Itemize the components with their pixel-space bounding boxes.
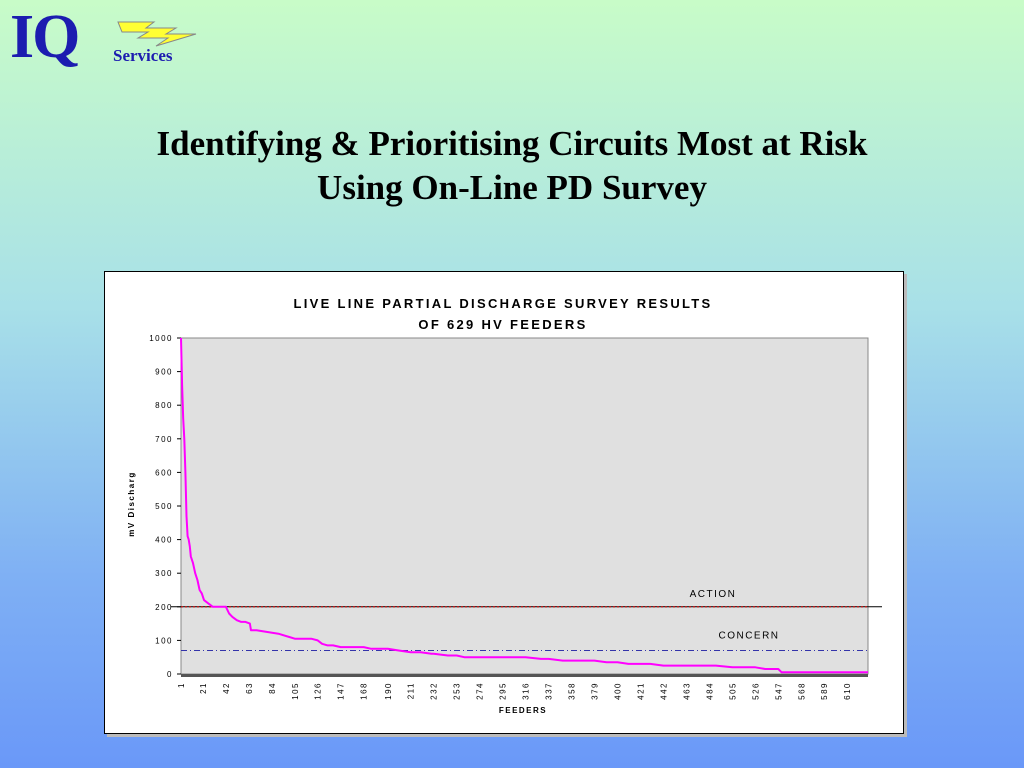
y-tick-label: 100 (155, 636, 173, 645)
x-tick-label: 484 (705, 682, 714, 700)
x-tick-label: 442 (659, 682, 668, 700)
slide-title-line-2: Using On-Line PD Survey (317, 168, 707, 207)
y-tick-label: 300 (155, 569, 173, 578)
concern-label: CONCERN (718, 630, 779, 641)
x-tick-label: 105 (291, 682, 300, 700)
x-tick-label: 505 (728, 682, 737, 700)
x-tick-label: 421 (636, 682, 645, 700)
y-axis-ticks: 0 100 200 300 400 500 600 700 800 900 1000 (149, 334, 181, 679)
x-tick-label: 168 (360, 682, 369, 700)
x-tick-label: 126 (314, 682, 323, 700)
reference-lines: ACTION CONCERN (171, 589, 882, 651)
pd-survey-chart: LIVE LINE PARTIAL DISCHARGE SURVEY RESUL… (127, 296, 882, 715)
x-tick-label: 526 (751, 682, 760, 700)
chart-frame: LIVE LINE PARTIAL DISCHARGE SURVEY RESUL… (104, 271, 904, 734)
x-tick-label: 337 (545, 682, 554, 700)
x-tick-label: 610 (843, 682, 852, 700)
pd-series-line (180, 337, 868, 674)
x-tick-label: 589 (820, 682, 829, 700)
x-tick-label: 253 (453, 682, 462, 700)
x-tick-label: 42 (222, 682, 231, 694)
y-tick-label: 500 (155, 502, 173, 511)
lightning-bolt-icon (117, 21, 197, 47)
x-tick-label: 463 (682, 682, 691, 700)
action-label: ACTION (690, 589, 737, 600)
y-axis-label: mV Discharg (127, 471, 136, 536)
y-tick-label: 900 (155, 368, 173, 377)
x-tick-label: 63 (245, 682, 254, 694)
x-tick-label: 400 (613, 682, 622, 700)
x-tick-label: 1 (177, 682, 186, 688)
y-tick-label: 700 (155, 435, 173, 444)
y-tick-label: 800 (155, 401, 173, 410)
x-tick-label: 568 (797, 682, 806, 700)
plot-area (180, 337, 869, 675)
x-tick-label: 316 (522, 682, 531, 700)
x-axis-label: FEEDERS (499, 706, 547, 715)
chart-title-line-2: OF 629 HV FEEDERS (418, 317, 587, 332)
y-tick-label: 1000 (149, 334, 173, 343)
x-tick-label: 232 (430, 682, 439, 700)
iq-services-logo: IQ Services (10, 3, 200, 72)
x-tick-label: 211 (407, 682, 416, 699)
chart-title-line-1: LIVE LINE PARTIAL DISCHARGE SURVEY RESUL… (294, 296, 713, 311)
x-tick-label: 274 (476, 682, 485, 700)
x-tick-label: 547 (774, 682, 783, 700)
x-tick-label: 21 (199, 682, 208, 694)
slide-title: Identifying & Prioritising Circuits Most… (0, 122, 1024, 210)
y-tick-label: 600 (155, 468, 173, 477)
x-tick-label: 295 (499, 682, 508, 700)
logo-subtitle: Services (113, 46, 173, 65)
x-axis-ticks: 1 21 42 63 84 105 126 147 168 190 211 232 253 274 295 3… (177, 674, 868, 700)
y-tick-label: 0 (167, 670, 173, 679)
series-group (180, 337, 868, 674)
x-tick-label: 190 (384, 682, 393, 700)
x-axis-tick-strip (181, 674, 868, 677)
x-tick-label: 379 (591, 682, 600, 700)
y-tick-label: 200 (155, 603, 173, 612)
x-tick-label: 147 (337, 682, 346, 700)
x-tick-label: 358 (568, 682, 577, 700)
slide-title-line-1: Identifying & Prioritising Circuits Most… (156, 124, 868, 163)
y-tick-label: 400 (155, 536, 173, 545)
logo-letters: IQ (10, 3, 80, 71)
x-tick-label: 84 (268, 682, 277, 694)
